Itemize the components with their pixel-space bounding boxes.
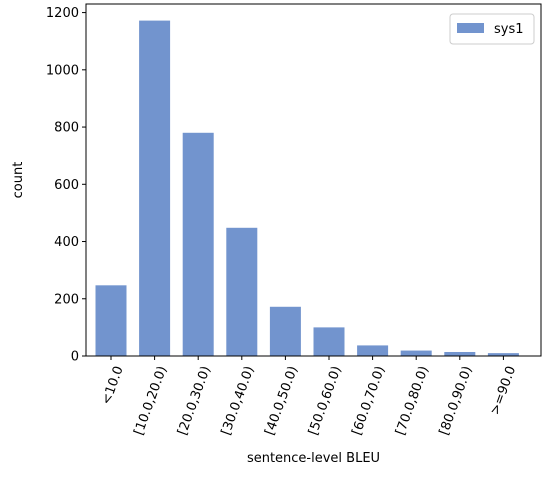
y-tick-label-5: 1000 <box>46 63 79 78</box>
bar-5 <box>313 327 345 356</box>
x-tick-label-6: [60.0,70.0) <box>350 364 389 437</box>
y-tick-label-3: 600 <box>54 178 79 193</box>
legend-swatch <box>457 23 484 33</box>
x-tick-label-4: [40.0,50.0) <box>262 364 301 437</box>
x-tick-label-5: [50.0,60.0) <box>306 364 345 437</box>
y-tick-label-0: 0 <box>71 350 79 365</box>
x-axis: <10.0 [10.0,20.0) [20.0,30.0) [30.0,40.0) [4… <box>99 356 519 437</box>
x-tick-label-7: [70.0,80.0) <box>393 364 432 437</box>
x-axis-label: sentence-level BLEU <box>247 451 380 466</box>
bar-3 <box>226 227 258 356</box>
y-axis-label: count <box>11 162 26 199</box>
y-axis: 0 200 400 600 800 1000 1200 <box>46 6 86 365</box>
bar-4 <box>269 306 301 356</box>
x-tick-label-8: [80.0,90.0) <box>437 364 476 437</box>
legend: sys1 <box>449 13 535 45</box>
y-tick-label-1: 200 <box>54 292 79 307</box>
legend-label: sys1 <box>494 22 524 37</box>
x-tick-label-0: <10.0 <box>99 364 127 407</box>
x-tick-label-9: >=90.0 <box>488 364 519 417</box>
plot-frame <box>85 3 542 357</box>
bar-7 <box>400 350 432 356</box>
bar-2 <box>182 132 214 356</box>
y-tick-label-2: 400 <box>54 235 79 250</box>
bar-1 <box>139 20 171 356</box>
bar-9 <box>487 353 519 356</box>
bar-6 <box>357 345 389 356</box>
legend-box <box>449 13 535 45</box>
bar-8 <box>444 351 476 356</box>
x-tick-label-3: [30.0,40.0) <box>219 364 258 437</box>
x-tick-label-2: [20.0,30.0) <box>175 364 214 437</box>
y-tick-label-6: 1200 <box>46 6 79 21</box>
x-tick-label-1: [10.0,20.0) <box>132 364 171 437</box>
bar-0 <box>95 285 127 356</box>
y-tick-label-4: 800 <box>54 121 79 136</box>
bars-layer <box>95 20 519 356</box>
